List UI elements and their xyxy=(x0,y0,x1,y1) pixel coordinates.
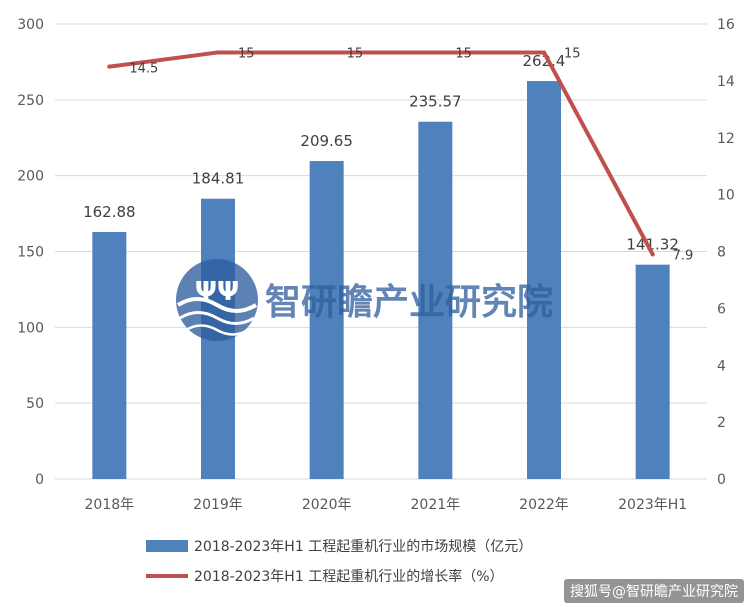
line-data-label: 15 xyxy=(238,46,255,61)
right-tick-label: 10 xyxy=(717,188,735,204)
category-label: 2022年 xyxy=(519,497,569,513)
bar-series xyxy=(92,81,670,480)
left-tick-label: 0 xyxy=(35,472,44,488)
line-point xyxy=(433,50,438,55)
line-data-label: 14.5 xyxy=(129,62,158,77)
line-point xyxy=(107,64,112,69)
category-labels: 2018年 2019年 2020年 2021年 2022年 2023年H1 xyxy=(85,497,688,513)
left-tick-label: 50 xyxy=(26,396,44,412)
line-point xyxy=(216,50,220,55)
line-data-label: 7.9 xyxy=(673,248,694,263)
left-tick-label: 100 xyxy=(17,320,44,336)
line-point xyxy=(324,50,329,55)
corner-watermark: 搜狐号@智研瞻产业研究院 xyxy=(564,579,744,603)
legend: 2018-2023年H1 工程起重机行业的市场规模（亿元） 2018-2023年… xyxy=(146,538,532,585)
watermark: ΨΨ 智研瞻产业研究院 xyxy=(176,259,553,341)
legend-line-label: 2018-2023年H1 工程起重机行业的增长率（%） xyxy=(194,568,504,585)
line-point xyxy=(542,50,546,55)
bar-data-label: 262.4 xyxy=(523,52,566,70)
legend-bar-swatch xyxy=(146,540,188,552)
bar xyxy=(527,81,561,479)
right-tick-label: 12 xyxy=(717,131,735,147)
bar-data-label: 141.32 xyxy=(626,236,679,254)
category-label: 2021年 xyxy=(411,497,461,513)
right-tick-label: 14 xyxy=(717,74,735,90)
category-label: 2023年H1 xyxy=(618,497,687,513)
bar-data-labels: 162.88 184.81 209.65 235.57 262.4 141.32 xyxy=(83,52,679,254)
line-point xyxy=(650,252,655,257)
line-data-label: 15 xyxy=(564,46,581,61)
line-data-label: 15 xyxy=(455,46,472,61)
bar xyxy=(309,161,344,480)
left-tick-label: 300 xyxy=(17,17,44,33)
line-data-label: 15 xyxy=(347,46,364,61)
logo-text: ΨΨ xyxy=(195,277,239,307)
category-label: 2020年 xyxy=(302,497,352,513)
right-tick-label: 6 xyxy=(717,301,726,317)
bar-data-label: 235.57 xyxy=(409,93,462,111)
line-data-labels: 14.5 15 15 15 15 7.9 xyxy=(129,46,693,263)
bar xyxy=(92,231,127,479)
category-label: 2018年 xyxy=(85,497,135,513)
grid-lines xyxy=(55,23,707,480)
bar xyxy=(418,121,453,479)
right-axis-ticks: 0 2 4 6 8 10 12 14 16 xyxy=(717,17,735,488)
wave-globe-icon: ΨΨ xyxy=(176,259,258,341)
right-tick-label: 16 xyxy=(717,17,735,33)
left-tick-label: 150 xyxy=(17,245,44,261)
left-axis-ticks: 0 50 100 150 200 250 300 xyxy=(17,17,44,488)
right-tick-label: 2 xyxy=(717,415,726,431)
category-label: 2019年 xyxy=(193,497,243,513)
line-path xyxy=(107,50,655,257)
right-tick-label: 4 xyxy=(717,358,726,374)
bar-data-label: 209.65 xyxy=(300,132,353,150)
bar-data-label: 184.81 xyxy=(192,170,245,188)
left-tick-label: 250 xyxy=(17,93,44,109)
legend-bar-label: 2018-2023年H1 工程起重机行业的市场规模（亿元） xyxy=(194,538,532,555)
watermark-text: 智研瞻产业研究院 xyxy=(265,282,553,323)
right-tick-label: 0 xyxy=(717,472,726,488)
bar-data-label: 162.88 xyxy=(83,203,136,221)
right-tick-label: 8 xyxy=(717,245,726,261)
left-tick-label: 200 xyxy=(17,169,44,185)
bar xyxy=(635,264,670,479)
line-series xyxy=(107,50,655,257)
